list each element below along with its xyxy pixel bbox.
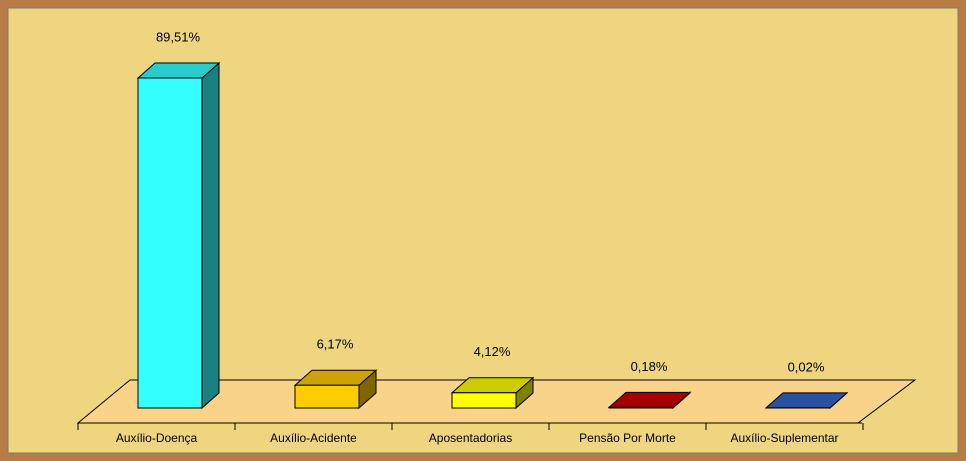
x-tick-label: Aposentadorias bbox=[429, 431, 512, 445]
x-tick-label: Auxílio-Acidente bbox=[270, 431, 357, 445]
bar bbox=[764, 391, 849, 410]
bar bbox=[136, 61, 221, 410]
x-tick-label: Auxílio-Doença bbox=[116, 431, 198, 445]
bar-front bbox=[451, 392, 517, 409]
bar-front bbox=[137, 77, 203, 409]
data-label: 6,17% bbox=[317, 337, 354, 352]
bar-front bbox=[608, 406, 674, 409]
bar bbox=[607, 391, 692, 410]
data-label: 0,02% bbox=[788, 359, 825, 374]
bar-side bbox=[201, 61, 220, 410]
data-label: 4,12% bbox=[474, 344, 511, 359]
bar bbox=[450, 376, 535, 410]
bar bbox=[293, 369, 378, 410]
data-label: 0,18% bbox=[631, 359, 668, 374]
x-tick-label: Auxílio-Suplementar bbox=[730, 431, 838, 445]
x-tick-label: Pensão Por Morte bbox=[579, 431, 676, 445]
data-label: 89,51% bbox=[156, 29, 201, 44]
bar-front bbox=[294, 384, 360, 409]
